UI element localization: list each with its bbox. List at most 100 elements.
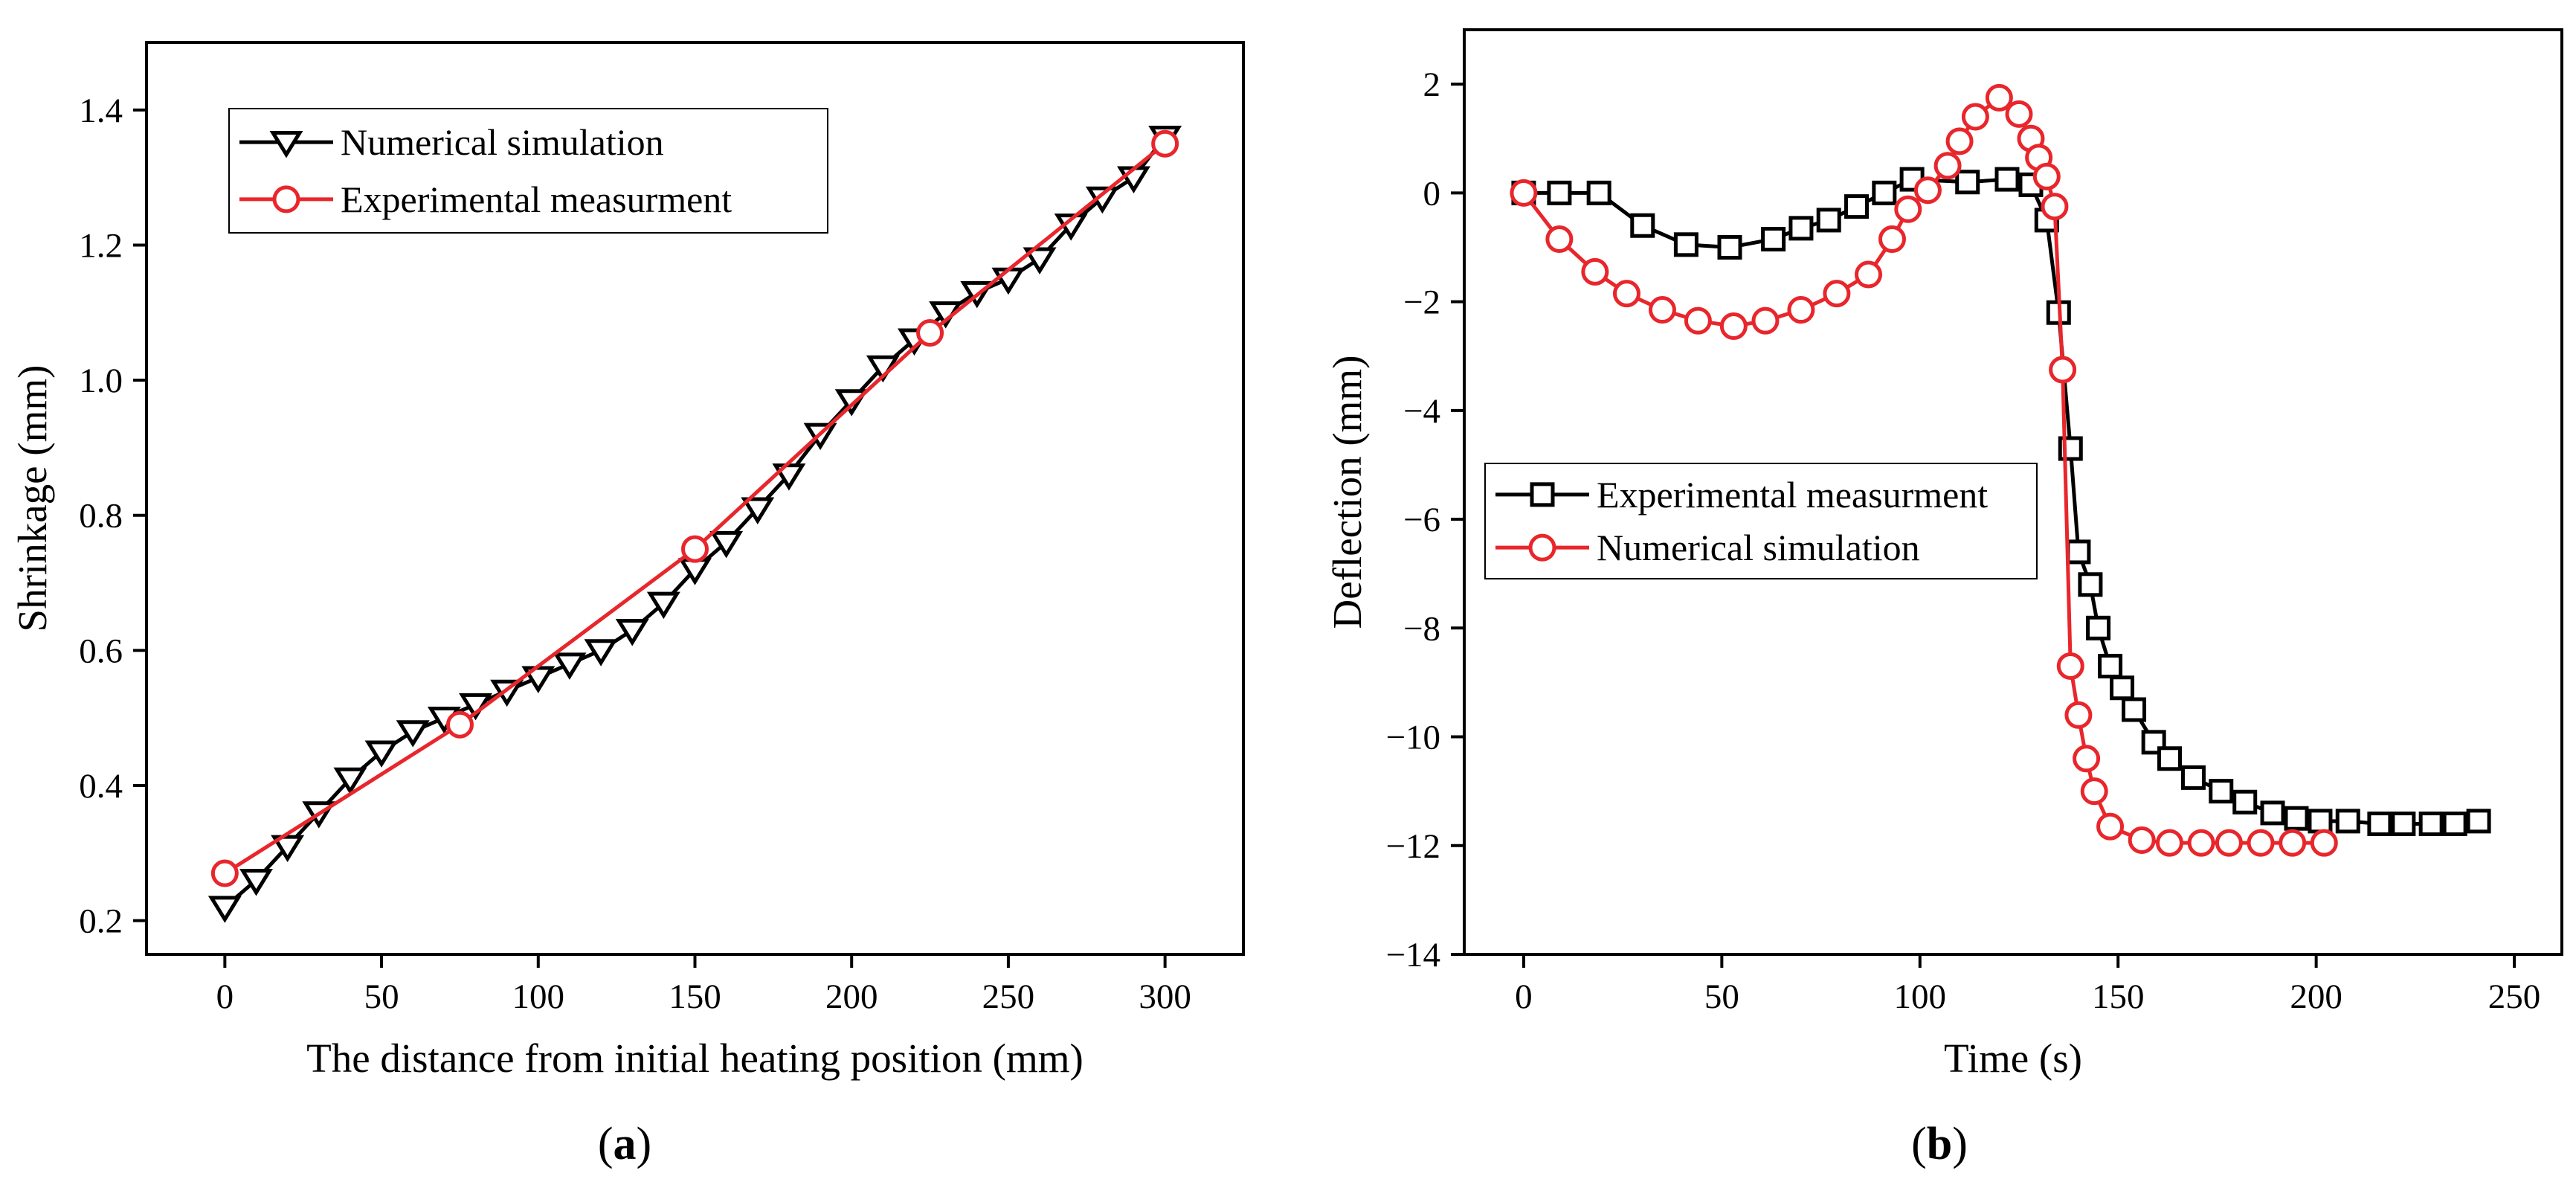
x-axis-title: Time (s) bbox=[1944, 1035, 2082, 1081]
legend: Experimental measurment Numerical simulat… bbox=[1484, 463, 2038, 579]
data-point bbox=[991, 267, 1025, 295]
data-point bbox=[2391, 812, 2416, 837]
data-point bbox=[2442, 812, 2467, 837]
data-point bbox=[2086, 615, 2111, 640]
data-point bbox=[1684, 306, 1712, 335]
series-line bbox=[223, 135, 1167, 909]
data-point bbox=[2073, 745, 2101, 773]
data-point bbox=[1955, 170, 1980, 195]
data-point bbox=[1945, 127, 1974, 155]
data-point bbox=[1151, 129, 1179, 158]
data-point bbox=[1581, 257, 1609, 286]
data-point bbox=[2279, 829, 2307, 857]
data-point bbox=[1872, 180, 1897, 205]
data-point bbox=[2180, 765, 2206, 790]
data-point bbox=[2260, 800, 2285, 826]
y-tick-label: −8 bbox=[1403, 609, 1440, 648]
panel-label-letter: a bbox=[614, 1119, 637, 1169]
x-tick-label: 50 bbox=[1704, 977, 1739, 1016]
data-point bbox=[2064, 701, 2093, 729]
panel-a: 0 50 100 150 200 250 300 0.2 0.4 0.6 0.8 1.0 1.2 1.4 T… bbox=[10, 41, 1245, 1169]
data-point bbox=[584, 639, 618, 667]
y-axis-title: Shrinkage (mm) bbox=[10, 365, 55, 632]
x-tick-label: 200 bbox=[825, 977, 878, 1016]
x-tick-label: 300 bbox=[1139, 977, 1191, 1016]
data-point bbox=[2056, 652, 2084, 680]
legend-marker bbox=[1530, 482, 1555, 507]
legend-marker bbox=[269, 130, 303, 158]
series-circle bbox=[210, 129, 1179, 887]
data-point bbox=[1994, 167, 2020, 192]
data-point bbox=[1894, 195, 1922, 223]
data-point bbox=[1878, 225, 1906, 254]
y-tick-label: −10 bbox=[1385, 719, 1440, 757]
panel-label-close: ) bbox=[637, 1119, 652, 1169]
data-point bbox=[1545, 225, 1574, 254]
legend-label: Experimental measurment bbox=[341, 179, 732, 220]
x-tick-label: 250 bbox=[982, 977, 1035, 1016]
data-point bbox=[2032, 162, 2061, 190]
x-tick-label: 0 bbox=[216, 977, 234, 1016]
series-square bbox=[1511, 167, 2491, 837]
data-point bbox=[916, 319, 944, 347]
panel-label: (b) bbox=[1911, 1119, 1968, 1169]
data-point bbox=[2155, 829, 2183, 857]
panel-label: (a) bbox=[598, 1119, 651, 1169]
x-tick-label: 100 bbox=[512, 977, 565, 1016]
data-point bbox=[396, 720, 430, 748]
x-tick-label: 0 bbox=[1515, 977, 1533, 1016]
y-tick-label: −12 bbox=[1385, 827, 1440, 866]
y-tick-label: 0.4 bbox=[79, 767, 123, 806]
data-point bbox=[1717, 234, 1742, 260]
x-tick-label: 100 bbox=[1894, 977, 1947, 1016]
data-point bbox=[364, 740, 399, 768]
data-point bbox=[2466, 809, 2491, 834]
data-point bbox=[2247, 829, 2275, 857]
data-point bbox=[2209, 779, 2234, 804]
data-point bbox=[1816, 208, 1841, 233]
data-point bbox=[2098, 653, 2123, 678]
data-point bbox=[2122, 697, 2147, 722]
data-point bbox=[1823, 280, 1851, 308]
data-point bbox=[239, 869, 273, 896]
panel-label-close: ) bbox=[1952, 1119, 1968, 1169]
data-point bbox=[271, 835, 305, 863]
panel-label-open: ( bbox=[598, 1119, 614, 1169]
data-point bbox=[646, 591, 680, 620]
y-axis-title: Deflection (mm) bbox=[1324, 355, 1370, 629]
x-axis-title: The distance from initial heating positi… bbox=[306, 1035, 1083, 1081]
data-point bbox=[1117, 166, 1150, 193]
data-point bbox=[2187, 829, 2215, 857]
y-tick-label: 0 bbox=[1423, 174, 1441, 213]
data-point bbox=[1913, 176, 1942, 205]
x-tick-label: 150 bbox=[2092, 977, 2145, 1016]
data-point bbox=[1855, 260, 1883, 289]
data-point bbox=[2080, 777, 2108, 806]
data-point bbox=[2049, 356, 2077, 384]
data-point bbox=[709, 530, 744, 559]
y-tick-label: −14 bbox=[1385, 936, 1440, 974]
data-point bbox=[553, 652, 587, 680]
data-point bbox=[2335, 809, 2360, 834]
series-circle bbox=[1510, 83, 2338, 857]
y-tick-label: −4 bbox=[1403, 392, 1440, 431]
data-point bbox=[1751, 306, 1780, 335]
x-tick-label: 150 bbox=[669, 977, 721, 1016]
x-tick-label: 250 bbox=[2488, 977, 2541, 1016]
legend-label: Experimental measurment bbox=[1597, 474, 1988, 515]
data-point bbox=[2232, 789, 2258, 815]
data-point bbox=[1985, 83, 2013, 112]
y-tick-label: 1.2 bbox=[79, 226, 123, 265]
data-point bbox=[1844, 194, 1870, 219]
legend: Numerical simulation Experimental measurm… bbox=[228, 108, 828, 234]
y-tick-label: 1.4 bbox=[79, 91, 123, 130]
panel-label-letter: b bbox=[1927, 1119, 1952, 1169]
data-point bbox=[1612, 280, 1640, 308]
data-point bbox=[1933, 152, 1962, 180]
y-tick-label: −2 bbox=[1403, 283, 1440, 322]
data-point bbox=[210, 859, 239, 887]
data-point bbox=[2284, 806, 2309, 831]
data-point bbox=[2215, 829, 2243, 857]
legend-frame bbox=[1484, 463, 2038, 579]
